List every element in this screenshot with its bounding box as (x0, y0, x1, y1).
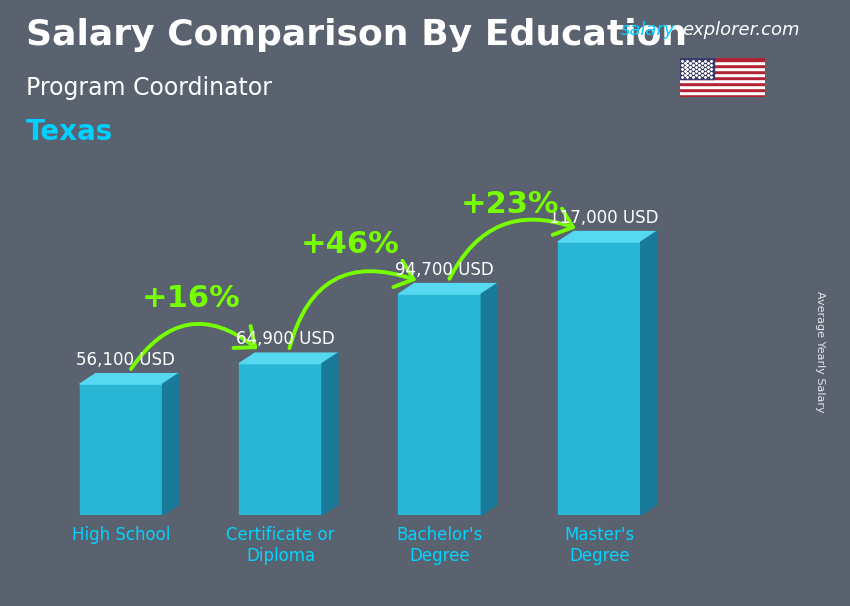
Polygon shape (641, 231, 656, 515)
Bar (680, 94, 765, 97)
Polygon shape (322, 353, 337, 515)
Polygon shape (481, 284, 497, 515)
Text: Texas: Texas (26, 118, 113, 146)
FancyArrowPatch shape (450, 208, 573, 279)
Bar (680, 64, 765, 67)
Text: +46%: +46% (301, 230, 400, 259)
Bar (680, 82, 765, 85)
Polygon shape (239, 353, 337, 364)
Bar (80, 384, 162, 515)
Bar (239, 364, 322, 515)
Bar (399, 294, 481, 515)
Polygon shape (80, 374, 178, 384)
Bar (680, 88, 765, 91)
Text: +23%: +23% (461, 190, 559, 219)
Bar (680, 61, 765, 64)
Text: 64,900 USD: 64,900 USD (236, 330, 335, 348)
FancyArrowPatch shape (131, 324, 255, 369)
Bar (680, 79, 765, 82)
Text: +16%: +16% (142, 284, 241, 313)
Bar (680, 73, 765, 76)
Bar (680, 58, 765, 61)
Text: Salary Comparison By Education: Salary Comparison By Education (26, 18, 687, 52)
Polygon shape (399, 284, 497, 294)
Bar (680, 76, 765, 79)
Bar (680, 58, 714, 79)
Bar (680, 67, 765, 70)
Text: 94,700 USD: 94,700 USD (395, 261, 494, 279)
Polygon shape (558, 231, 656, 242)
Text: 56,100 USD: 56,100 USD (76, 351, 175, 369)
Text: 117,000 USD: 117,000 USD (549, 209, 659, 227)
Text: Average Yearly Salary: Average Yearly Salary (815, 291, 825, 412)
Text: Program Coordinator: Program Coordinator (26, 76, 271, 100)
Bar (680, 91, 765, 94)
Text: explorer.com: explorer.com (683, 21, 800, 39)
FancyArrowPatch shape (290, 261, 414, 348)
Text: salary: salary (620, 21, 675, 39)
Polygon shape (162, 374, 178, 515)
Bar (558, 242, 641, 515)
Bar (680, 70, 765, 73)
Bar (680, 85, 765, 88)
